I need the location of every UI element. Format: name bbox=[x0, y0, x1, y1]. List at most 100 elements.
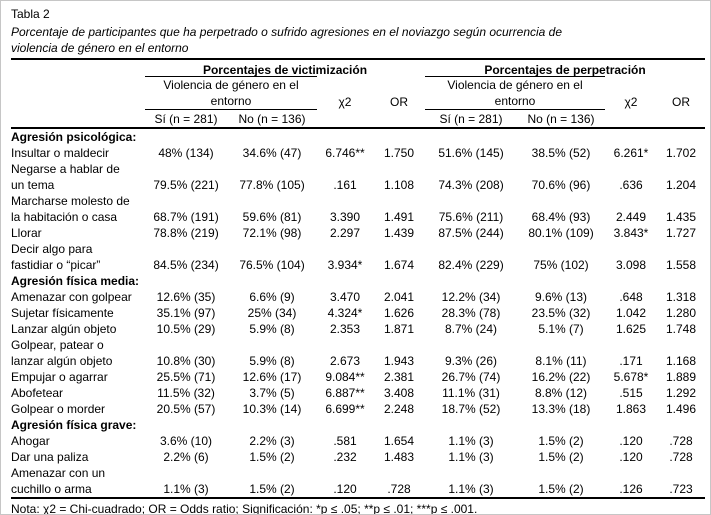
value-cell: 2.297 bbox=[329, 226, 361, 240]
value-cell: 2.041 bbox=[383, 290, 415, 304]
value-cell: 59.6% (81) bbox=[242, 210, 302, 224]
value-cell: 1.871 bbox=[383, 322, 415, 336]
row-label: Dar una paliza bbox=[11, 450, 89, 464]
value-cell: 78.8% (219) bbox=[153, 226, 219, 240]
value-cell: 2.381 bbox=[383, 370, 415, 384]
value-cell: 1.5% (2) bbox=[517, 465, 605, 499]
row-label: Abofetear bbox=[11, 386, 64, 400]
spacer-cell bbox=[317, 109, 373, 129]
value-cell: 10.5% (29) bbox=[156, 322, 216, 336]
value-cell: 12.2% (34) bbox=[441, 290, 501, 304]
row-label: Amenazar con golpear bbox=[11, 290, 132, 304]
value-cell: 1.483 bbox=[383, 450, 415, 464]
value-cell: 84.5% (234) bbox=[153, 258, 219, 272]
value-cell: 9.3% (26) bbox=[444, 354, 498, 368]
col-header-no-victimizacion: No (n = 136) bbox=[227, 109, 317, 129]
value-cell: 87.5% (244) bbox=[438, 226, 504, 240]
value-cell: 9.084** bbox=[325, 370, 365, 384]
value-cell: 3.098 bbox=[615, 258, 647, 272]
row-label: Ahogar bbox=[11, 434, 50, 448]
spacer-cell bbox=[605, 109, 657, 129]
value-cell: 79.5% (221) bbox=[153, 178, 219, 192]
value-cell: 3.390 bbox=[329, 210, 361, 224]
value-cell: 82.4% (229) bbox=[438, 258, 504, 272]
value-cell: 12.6% (17) bbox=[242, 370, 302, 384]
value-cell: 80.1% (109) bbox=[528, 226, 594, 240]
value-cell: 1.042 bbox=[615, 306, 647, 320]
row-label: Lanzar algún objeto bbox=[11, 322, 117, 336]
value-cell: 1.496 bbox=[665, 402, 697, 416]
value-cell: 6.699** bbox=[325, 402, 365, 416]
column-group-victimizacion: Porcentajes de victimización bbox=[145, 59, 425, 77]
value-cell: 70.6% (96) bbox=[531, 178, 591, 192]
value-cell: 1.1% (3) bbox=[425, 465, 517, 499]
value-cell: .728 bbox=[373, 465, 425, 499]
value-cell: 1.625 bbox=[615, 322, 647, 336]
value-cell: 11.5% (32) bbox=[157, 386, 215, 400]
table-row: Ahogar 3.6% (10) 2.2% (3) .581 1.654 1.1% (3)… bbox=[11, 433, 705, 449]
row-label: Decir algo para fastidiar o “picar” bbox=[11, 242, 101, 272]
col-header-si-victimizacion: Sí (n = 281) bbox=[145, 109, 227, 129]
value-cell: 6.261* bbox=[613, 146, 649, 160]
value-cell: .120 bbox=[619, 434, 643, 448]
value-cell: .728 bbox=[669, 434, 693, 448]
value-cell: 3.7% (5) bbox=[249, 386, 295, 400]
value-cell: 1.674 bbox=[383, 258, 415, 272]
corner-cell bbox=[11, 77, 145, 110]
subgroup-header-row: Violencia de género en el entorno χ2 OR … bbox=[11, 77, 705, 110]
value-cell: 1.5% (2) bbox=[538, 450, 584, 464]
table-row: Negarse a hablar de un tema 79.5% (221) 77… bbox=[11, 161, 705, 193]
value-cell: 13.3% (18) bbox=[531, 402, 591, 416]
value-cell: 1.943 bbox=[383, 354, 415, 368]
table-row: Llorar 78.8% (219) 72.1% (98) 2.297 1.439 87.… bbox=[11, 225, 705, 241]
row-label: Insultar o maldecir bbox=[11, 146, 110, 160]
value-cell: 1.280 bbox=[665, 306, 697, 320]
table-number: Tabla 2 bbox=[11, 7, 50, 21]
table-row: Golpear, patear o lanzar algún objeto 10.… bbox=[11, 337, 705, 369]
table-row: Dar una paliza 2.2% (6) 1.5% (2) .232 1.483 1… bbox=[11, 449, 705, 465]
table-row: Decir algo para fastidiar o “picar” 84.5%… bbox=[11, 241, 705, 273]
chi2-header-perpetracion: χ2 bbox=[624, 94, 638, 109]
group-header-row: Porcentajes de victimización Porcentajes… bbox=[11, 59, 705, 77]
value-cell: .171 bbox=[619, 354, 643, 368]
value-cell: .636 bbox=[619, 178, 643, 192]
table-caption: Porcentaje de participantes que ha perpe… bbox=[11, 25, 563, 55]
value-cell: 35.1% (97) bbox=[156, 306, 216, 320]
value-cell: 6.887** bbox=[325, 386, 365, 400]
value-cell: 5.1% (7) bbox=[538, 322, 584, 336]
value-cell: 38.5% (52) bbox=[531, 146, 591, 160]
value-cell: .120 bbox=[619, 450, 643, 464]
value-cell: 8.7% (24) bbox=[444, 322, 498, 336]
value-cell: 23.5% (32) bbox=[531, 306, 591, 320]
row-label: Marcharse molesto de la habitación o cas… bbox=[11, 194, 130, 224]
value-cell: 2.248 bbox=[383, 402, 415, 416]
table-row: Amenazar con un cuchillo o arma 1.1% (3) 1… bbox=[11, 465, 706, 499]
value-cell: .728 bbox=[669, 450, 693, 464]
section-label: Agresión física grave: bbox=[11, 418, 137, 432]
section-row: Agresión física media: bbox=[11, 273, 705, 289]
value-cell: 34.6% (47) bbox=[242, 146, 302, 160]
column-group-perpetracion: Porcentajes de perpetración bbox=[425, 59, 705, 77]
spacer-cell bbox=[657, 109, 706, 129]
row-label: Golpear o morder bbox=[11, 402, 106, 416]
value-cell: 3.470 bbox=[329, 290, 361, 304]
table-row: Abofetear 11.5% (32) 3.7% (5) 6.887** 3.408 1… bbox=[11, 385, 705, 401]
value-cell: 1.702 bbox=[665, 146, 697, 160]
value-cell: 2.449 bbox=[615, 210, 647, 224]
value-cell: 3.6% (10) bbox=[159, 434, 213, 448]
value-cell: 1.435 bbox=[665, 210, 697, 224]
table-row: Amenazar con golpear 12.6% (35) 6.6% (9) 3.… bbox=[11, 289, 705, 305]
value-cell: 3.408 bbox=[383, 386, 415, 400]
row-label: Sujetar físicamente bbox=[11, 306, 114, 320]
value-cell: 3.934* bbox=[327, 258, 363, 272]
value-cell: 77.8% (105) bbox=[239, 178, 305, 192]
value-cell: 1.108 bbox=[383, 178, 415, 192]
value-cell: 4.324* bbox=[327, 306, 363, 320]
value-cell: 2.673 bbox=[329, 354, 361, 368]
value-cell: 75% (102) bbox=[533, 258, 589, 272]
value-cell: 1.654 bbox=[383, 434, 415, 448]
value-cell: 25% (34) bbox=[247, 306, 297, 320]
value-cell: 28.3% (78) bbox=[441, 306, 501, 320]
value-cell: .161 bbox=[333, 178, 357, 192]
value-cell: 1.1% (3) bbox=[448, 434, 494, 448]
